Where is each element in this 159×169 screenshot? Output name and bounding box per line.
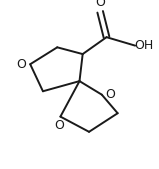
Text: O: O — [54, 119, 64, 132]
Text: O: O — [95, 0, 105, 9]
Text: O: O — [106, 88, 115, 101]
Text: OH: OH — [135, 39, 154, 52]
Text: O: O — [17, 58, 26, 71]
